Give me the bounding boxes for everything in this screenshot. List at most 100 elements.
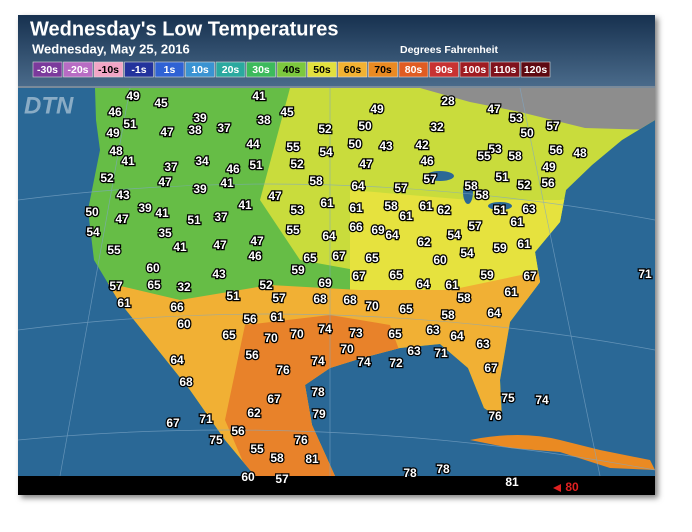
temperature-label: 53: [290, 203, 304, 217]
temperature-label: 44: [246, 137, 260, 151]
temperature-label: 58: [441, 308, 455, 322]
temperature-label: 78: [403, 466, 417, 480]
temperature-label: 61: [517, 237, 531, 251]
temperature-label: 37: [217, 121, 231, 135]
legend-swatch: [32, 61, 63, 78]
temperature-label: 56: [541, 176, 555, 190]
temperature-label: 59: [493, 241, 507, 255]
temperature-label: 61: [270, 310, 284, 324]
legend-label: -30s: [37, 64, 58, 76]
temperature-label: 38: [257, 113, 271, 127]
temperature-label: 61: [510, 215, 524, 229]
temperature-label: 46: [248, 249, 262, 263]
temperature-label: 61: [445, 278, 459, 292]
temperature-label: 66: [349, 220, 363, 234]
temperature-label: 60: [433, 253, 447, 267]
legend-swatch: [429, 61, 459, 78]
units: Degrees Fahrenheit: [400, 44, 499, 56]
temperature-label: 55: [286, 223, 300, 237]
temperature-label: 49: [370, 102, 384, 116]
legend-label: -1s: [131, 64, 146, 76]
temperature-label: 55: [107, 243, 121, 257]
temperature-label: 62: [247, 406, 261, 420]
temperature-label: 47: [250, 234, 264, 248]
lake: [488, 202, 512, 210]
temperature-label: 70: [264, 331, 278, 345]
temperature-label: 61: [117, 296, 131, 310]
temperature-label: 76: [294, 433, 308, 447]
temperature-label: 65: [147, 278, 161, 292]
temperature-label: 57: [394, 181, 408, 195]
legend-swatch: [93, 61, 124, 78]
temperature-label: 64: [416, 277, 430, 291]
temperature-label: 67: [523, 269, 537, 283]
temperature-label: 54: [447, 228, 461, 242]
legend-label: -10s: [98, 64, 119, 76]
temperature-label: 74: [535, 393, 549, 407]
temperature-label: 67: [267, 392, 281, 406]
temperature-label: 56: [231, 424, 245, 438]
temperature-label: 60: [146, 261, 160, 275]
footer-bar: [18, 476, 655, 495]
legend-label: 10s: [191, 64, 209, 76]
legend-label: 80s: [405, 64, 423, 76]
temperature-label: 60: [177, 317, 191, 331]
temperature-label: 43: [212, 267, 226, 281]
temperature-label: 54: [460, 246, 474, 260]
temperature-label: 46: [108, 105, 122, 119]
temperature-label: 65: [389, 268, 403, 282]
temperature-label: 39: [193, 111, 207, 125]
temperature-label: 52: [318, 122, 332, 136]
temperature-label: 60: [241, 470, 255, 484]
temperature-label: 58: [464, 179, 478, 193]
lake: [463, 180, 473, 204]
arrow-icon: [553, 484, 561, 492]
temperature-label: 66: [170, 300, 184, 314]
temperature-label: 54: [319, 145, 333, 159]
temperature-label: 43: [379, 139, 393, 153]
canada-gray: [420, 88, 655, 130]
graticule: [17, 87, 656, 477]
temperature-label: 56: [243, 312, 257, 326]
temperature-label: 38: [188, 123, 202, 137]
temperature-label: 64: [385, 228, 399, 242]
temperature-label: 81: [305, 452, 319, 466]
temperature-label: 78: [311, 385, 325, 399]
temperature-label: 52: [100, 171, 114, 185]
temperature-label: 43: [116, 188, 130, 202]
temperature-label: 37: [164, 160, 178, 174]
temperature-label: 57: [275, 472, 289, 486]
temperature-label: 39: [193, 182, 207, 196]
temperature-label: 68: [179, 375, 193, 389]
temperature-label: 69: [371, 223, 385, 237]
temperature-label: 47: [487, 102, 501, 116]
title: Wednesday's Low Temperatures: [30, 18, 339, 40]
temperature-label: 41: [173, 240, 187, 254]
legend-swatch: [246, 61, 276, 78]
temperature-label: 52: [517, 178, 531, 192]
temperature-label: 69: [318, 276, 332, 290]
temperature-label: 70: [365, 299, 379, 313]
temperature-label: 57: [468, 219, 482, 233]
temperature-label: 32: [430, 120, 444, 134]
temperature-label: 68: [313, 292, 327, 306]
temperature-label: 65: [388, 327, 402, 341]
legend-label: 100s: [463, 64, 487, 76]
temperature-label: 50: [358, 119, 372, 133]
logo: DTN: [24, 92, 74, 119]
temperature-label: 70: [290, 327, 304, 341]
temperature-label: 73: [349, 326, 363, 340]
legend-label: 20s: [222, 64, 240, 76]
temperature-label: 58: [475, 188, 489, 202]
temperature-label: 65: [399, 302, 413, 316]
temperature-label: 37: [214, 210, 228, 224]
lake: [426, 171, 454, 181]
temperature-label: 61: [399, 209, 413, 223]
legend-label: 110s: [494, 64, 517, 76]
temperature-label: 45: [154, 96, 168, 110]
temperature-label: 49: [542, 160, 556, 174]
legend: -30s -20s -10s -1s 1s 10s 20s 30s 40s 50s 60s 70s 80…: [32, 61, 551, 78]
legend-label: 90s: [435, 64, 453, 76]
